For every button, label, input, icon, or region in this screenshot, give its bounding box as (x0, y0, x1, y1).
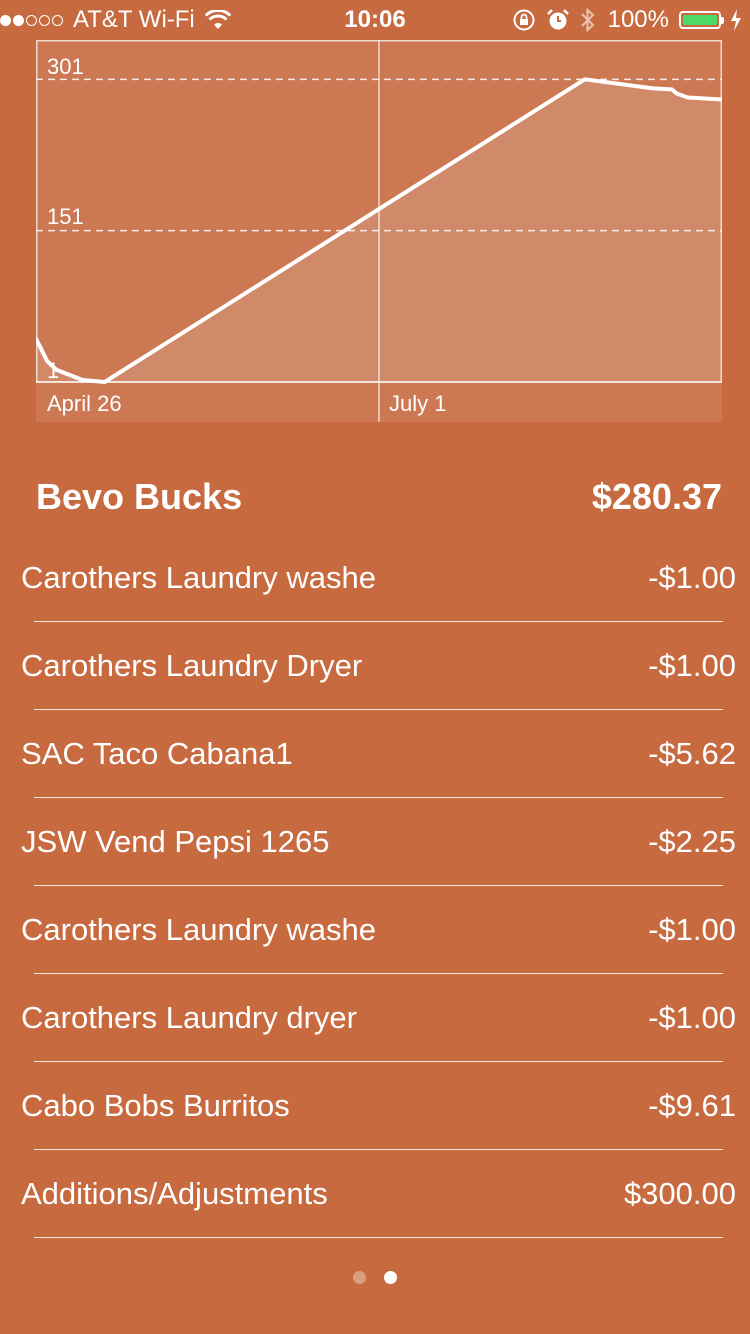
transaction-amount: $300.00 (623, 1176, 736, 1211)
battery-icon (679, 11, 724, 29)
transaction-amount: -$5.62 (648, 736, 736, 771)
transaction-row[interactable]: Cabo Bobs Burritos -$9.61 (0, 1062, 750, 1150)
x-tick-label-start: April 26 (47, 391, 122, 416)
row-separator (34, 796, 723, 798)
x-tick-label-mid: July 1 (389, 391, 447, 416)
row-separator (34, 708, 723, 710)
account-header: Bevo Bucks $280.37 (36, 472, 722, 524)
row-separator (34, 972, 723, 974)
transaction-list: Carothers Laundry washe -$1.00 Carothers L… (0, 534, 750, 1238)
page-control[interactable] (0, 1270, 750, 1284)
account-balance: $280.37 (591, 476, 722, 517)
row-separator (34, 620, 723, 622)
y-tick-label-bottom: 1 (47, 358, 60, 383)
signal-strength-icon (0, 14, 65, 26)
charging-icon (731, 9, 741, 31)
transaction-row[interactable]: SAC Taco Cabana1 -$5.62 (0, 710, 750, 798)
signal-dot (0, 14, 11, 26)
transaction-name: Cabo Bobs Burritos (21, 1088, 290, 1123)
page-dot[interactable] (384, 1270, 397, 1284)
chart-canvas (36, 40, 722, 422)
balance-series-line (36, 77, 722, 384)
transaction-amount: -$1.00 (648, 560, 736, 595)
transaction-row[interactable]: Additions/Adjustments $300.00 (0, 1150, 750, 1238)
row-separator (34, 1148, 723, 1150)
transaction-row[interactable]: Carothers Laundry Dryer -$1.00 (0, 622, 750, 710)
signal-dot (52, 14, 63, 26)
transaction-row[interactable]: Carothers Laundry washe -$1.00 (0, 534, 750, 622)
transaction-name: Carothers Laundry dryer (21, 1000, 357, 1035)
signal-dot (26, 14, 37, 26)
transaction-name: Carothers Laundry washe (21, 560, 376, 595)
carrier-name: AT&T Wi-Fi (73, 6, 195, 33)
transaction-amount: -$2.25 (648, 824, 736, 859)
signal-dot (13, 14, 24, 26)
alarm-icon (546, 9, 569, 30)
transaction-name: Carothers Laundry washe (21, 912, 376, 947)
transaction-name: JSW Vend Pepsi 1265 (21, 824, 330, 859)
y-tick-label-top: 301 (47, 54, 84, 79)
transaction-name: Carothers Laundry Dryer (21, 648, 363, 683)
transaction-amount: -$1.00 (648, 1000, 736, 1035)
transaction-name: Additions/Adjustments (21, 1176, 328, 1211)
status-time: 10:06 (344, 6, 406, 33)
transaction-name: SAC Taco Cabana1 (21, 736, 293, 771)
bluetooth-icon (580, 7, 595, 33)
row-separator (34, 1060, 723, 1062)
transaction-row[interactable]: JSW Vend Pepsi 1265 -$2.25 (0, 798, 750, 886)
signal-dot (39, 14, 50, 26)
status-bar: AT&T Wi-Fi 10:06 100% (0, 0, 750, 40)
y-tick-label-mid: 151 (47, 204, 84, 229)
transaction-row[interactable]: Carothers Laundry dryer -$1.00 (0, 974, 750, 1062)
transaction-amount: -$1.00 (648, 648, 736, 683)
page-dot[interactable] (353, 1270, 366, 1284)
transaction-row[interactable]: Carothers Laundry washe -$1.00 (0, 886, 750, 974)
balance-chart: 301 151 1 April 26 July 1 (36, 40, 722, 422)
orientation-lock-icon (513, 9, 535, 31)
battery-fill (683, 15, 717, 25)
row-separator (34, 1236, 723, 1238)
transaction-amount: -$1.00 (648, 912, 736, 947)
row-separator (34, 884, 723, 886)
wifi-icon (204, 10, 231, 29)
account-name: Bevo Bucks (36, 476, 243, 517)
battery-percent: 100% (607, 6, 669, 33)
transaction-amount: -$9.61 (648, 1088, 736, 1123)
